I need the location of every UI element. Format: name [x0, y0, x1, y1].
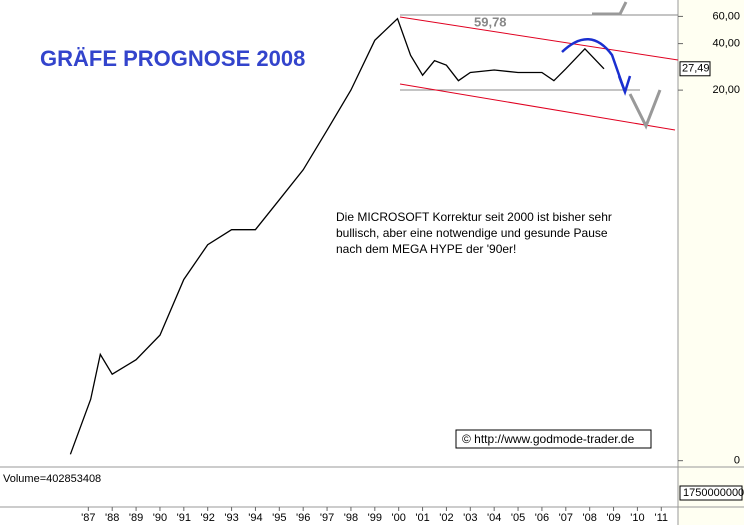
right-axis-panel: [678, 0, 744, 525]
x-tick-label: '09: [606, 512, 620, 524]
target-arrow: [628, 89, 662, 130]
copyright-box: [455, 429, 652, 449]
x-tick-label: '95: [272, 512, 286, 524]
forecast-arc: [561, 38, 627, 93]
x-tick-label: '10: [630, 512, 644, 524]
volume-label: Volume=402853408: [3, 473, 101, 485]
copyright: © http://www.godmode-trader.de: [462, 432, 635, 446]
channel-line: [399, 16, 679, 61]
x-tick-label: '96: [296, 512, 310, 524]
x-tick-label: '88: [105, 512, 119, 524]
x-tick-label: '06: [535, 512, 549, 524]
x-tick-label: '87: [81, 512, 95, 524]
x-tick-label: '07: [559, 512, 573, 524]
volume-axis-box: [679, 485, 743, 501]
channel-line: [399, 83, 676, 131]
price-line: [69, 17, 605, 455]
x-tick-label: '11: [655, 512, 669, 524]
y-tick-label: 0: [734, 455, 740, 467]
x-tick-label: '03: [463, 512, 477, 524]
y-tick-label: 20,00: [712, 84, 740, 96]
x-tick-label: '92: [201, 512, 215, 524]
x-tick-label: '97: [320, 512, 334, 524]
last-price-label: 27,49: [682, 63, 710, 75]
y-tick-label: 40,00: [712, 38, 740, 50]
x-tick-label: '00: [392, 512, 406, 524]
x-tick-label: '91: [177, 512, 191, 524]
x-tick-label: '02: [439, 512, 453, 524]
annotation: Die MICROSOFT Korrektur seit 2000 ist bi…: [336, 210, 612, 224]
x-tick-label: '01: [415, 512, 429, 524]
last-price-box: [679, 61, 711, 77]
x-tick-label: '90: [153, 512, 167, 524]
arrow-top: [592, 1, 628, 16]
volume-axis-label: 17500000000: [683, 487, 744, 499]
x-tick-label: '89: [129, 512, 143, 524]
y-tick-label: 60,00: [712, 10, 740, 22]
x-tick-label: '99: [368, 512, 382, 524]
x-tick-label: '04: [487, 512, 501, 524]
x-tick-label: '05: [511, 512, 525, 524]
x-tick-label: '93: [224, 512, 238, 524]
x-tick-label: '98: [344, 512, 358, 524]
forecast-arrow: [617, 75, 632, 96]
x-tick-label: '08: [582, 512, 596, 524]
level-label: 59,78: [474, 14, 507, 29]
annotation: bullisch, aber eine notwendige und gesun…: [336, 226, 608, 240]
x-tick-label: '94: [248, 512, 262, 524]
chart-title: GRÄFE PROGNOSE 2008: [40, 46, 305, 71]
annotation: nach dem MEGA HYPE der '90er!: [336, 242, 516, 256]
